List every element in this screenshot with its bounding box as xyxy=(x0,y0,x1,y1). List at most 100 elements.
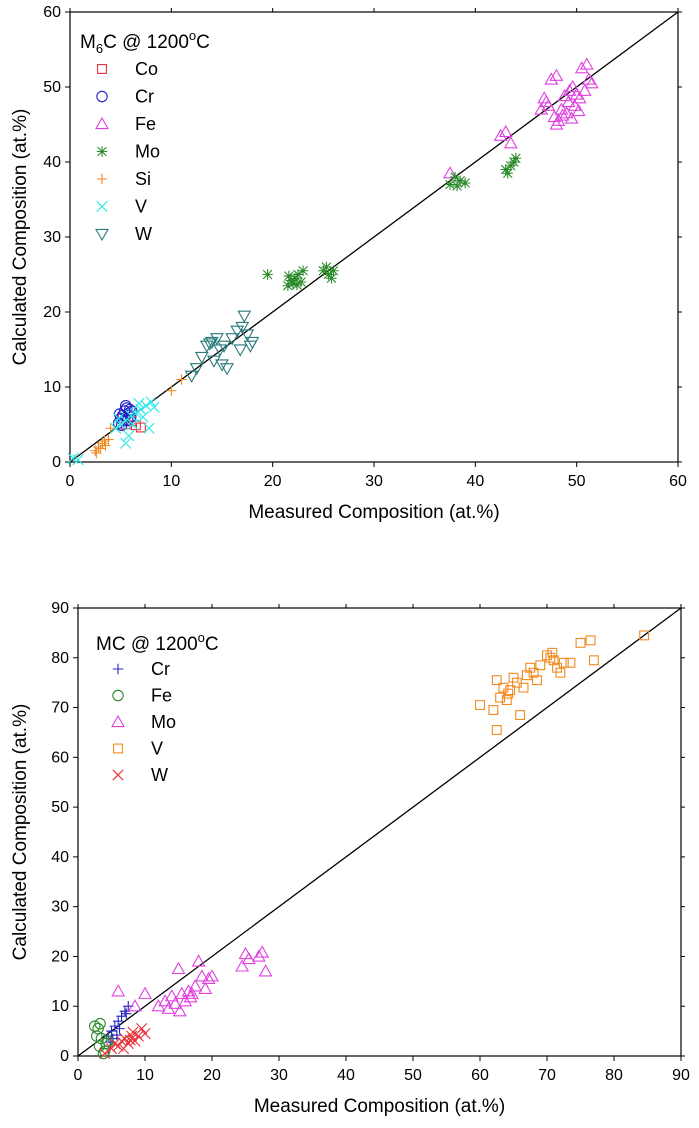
data-point-fe xyxy=(541,98,556,111)
data-point-mo xyxy=(326,273,337,284)
data-point-w xyxy=(230,325,245,338)
x-tick-label: 20 xyxy=(203,1067,221,1084)
data-point-mo xyxy=(198,981,213,994)
data-point-mo xyxy=(238,946,253,960)
y-tick-label: 40 xyxy=(51,849,69,866)
data-point-si xyxy=(100,440,111,451)
legend-title: M6C @ 1200oC xyxy=(80,28,210,56)
data-point-fe xyxy=(443,166,457,179)
series-mo xyxy=(111,945,273,1017)
data-point-fe xyxy=(572,91,587,104)
legend-label-cr: Cr xyxy=(135,87,154,107)
data-point-v xyxy=(133,397,145,410)
data-point-w xyxy=(225,333,240,346)
reference-line xyxy=(77,607,682,1057)
data-point-fe xyxy=(97,1047,110,1060)
data-point-fe xyxy=(571,103,586,117)
y-tick-label: 60 xyxy=(51,749,69,766)
data-point-v xyxy=(547,647,558,658)
data-point-w xyxy=(240,329,255,342)
legend-label-mo: Mo xyxy=(151,712,176,732)
legend-label-fe: Fe xyxy=(151,686,172,706)
data-point-mo xyxy=(262,269,273,280)
data-point-mo xyxy=(444,179,456,190)
legend-label-w: W xyxy=(135,224,152,244)
data-point-w xyxy=(233,344,248,357)
data-point-mo xyxy=(201,971,216,984)
plot-frame xyxy=(77,607,682,1057)
y-tick-label: 50 xyxy=(51,799,69,816)
data-point-fe xyxy=(581,72,596,85)
data-point-mo xyxy=(297,265,309,276)
data-point-w xyxy=(202,338,217,351)
data-point-w xyxy=(220,363,235,376)
data-point-v xyxy=(518,682,529,693)
legend-label-w: W xyxy=(151,765,168,785)
x-tick-label: 10 xyxy=(136,1067,154,1084)
legend-marker-cr xyxy=(96,90,108,103)
data-point-mo xyxy=(251,949,266,962)
x-tick-label: 30 xyxy=(365,473,383,490)
data-point-fe xyxy=(549,68,564,81)
data-point-v xyxy=(143,422,155,434)
data-point-fe xyxy=(561,94,576,108)
data-point-w xyxy=(132,1030,144,1042)
series-w xyxy=(99,1023,151,1060)
data-point-v xyxy=(110,422,122,434)
data-point-cr xyxy=(121,1008,132,1019)
data-point-w xyxy=(243,340,258,353)
data-point-v xyxy=(503,688,514,699)
data-point-w xyxy=(105,1042,118,1055)
data-point-v xyxy=(148,401,160,413)
series-v xyxy=(67,396,160,466)
data-point-fe xyxy=(555,108,570,121)
data-point-mo xyxy=(235,959,250,972)
data-point-fe xyxy=(537,91,552,104)
data-point-si xyxy=(105,423,116,434)
data-point-fe xyxy=(534,102,549,115)
data-point-mo xyxy=(168,996,183,1009)
legend-label-v: V xyxy=(151,739,163,759)
data-point-co xyxy=(135,422,146,433)
x-tick-label: 40 xyxy=(337,1067,355,1084)
data-point-mo xyxy=(161,1001,176,1014)
chart-mc: 0 10 20 30 40 50 60 70 80 90 0 10 20 30 40 50 60 70 80 90 Me… xyxy=(10,600,690,1117)
data-point-v xyxy=(565,657,576,668)
y-tick-label: 0 xyxy=(60,1048,69,1065)
y-tick-label: 40 xyxy=(43,154,61,171)
y-axis-label: Calculated Composition (at.%) xyxy=(10,109,31,366)
legend-title: MC @ 1200oC xyxy=(96,630,219,655)
data-point-v xyxy=(588,655,599,666)
legend-marker-si xyxy=(96,173,108,185)
x-axis-label: Measured Composition (at.%) xyxy=(254,1096,505,1117)
data-point-mo xyxy=(451,180,463,192)
data-point-si xyxy=(103,434,114,445)
y-tick-label: 90 xyxy=(51,600,69,617)
data-point-mo xyxy=(138,986,152,999)
data-point-w xyxy=(99,1047,111,1060)
y-axis-label: Calculated Composition (at.%) xyxy=(10,704,31,961)
data-point-mo xyxy=(128,999,142,1012)
data-point-v xyxy=(505,685,516,696)
data-point-w xyxy=(184,370,199,383)
data-point-w xyxy=(109,1037,121,1050)
legend-label-si: Si xyxy=(135,169,151,189)
data-point-si xyxy=(176,374,187,385)
x-axis-label: Measured Composition (at.%) xyxy=(248,502,499,523)
data-point-v xyxy=(130,407,142,419)
data-point-v xyxy=(135,403,147,416)
data-point-mo xyxy=(183,990,198,1003)
data-point-v xyxy=(585,635,596,646)
x-tick-label: 60 xyxy=(471,1067,489,1084)
legend-label-fe: Fe xyxy=(135,114,156,134)
x-tick-label: 40 xyxy=(466,473,484,490)
data-point-v xyxy=(515,710,526,720)
legend-marker-mo xyxy=(96,146,108,157)
data-point-fe xyxy=(565,79,580,93)
data-point-mo xyxy=(111,984,126,997)
y-tick-label: 0 xyxy=(52,454,61,471)
data-point-mo xyxy=(164,989,179,1002)
data-point-fe xyxy=(562,83,577,96)
data-point-w xyxy=(139,1028,151,1040)
data-point-mo xyxy=(502,168,513,179)
